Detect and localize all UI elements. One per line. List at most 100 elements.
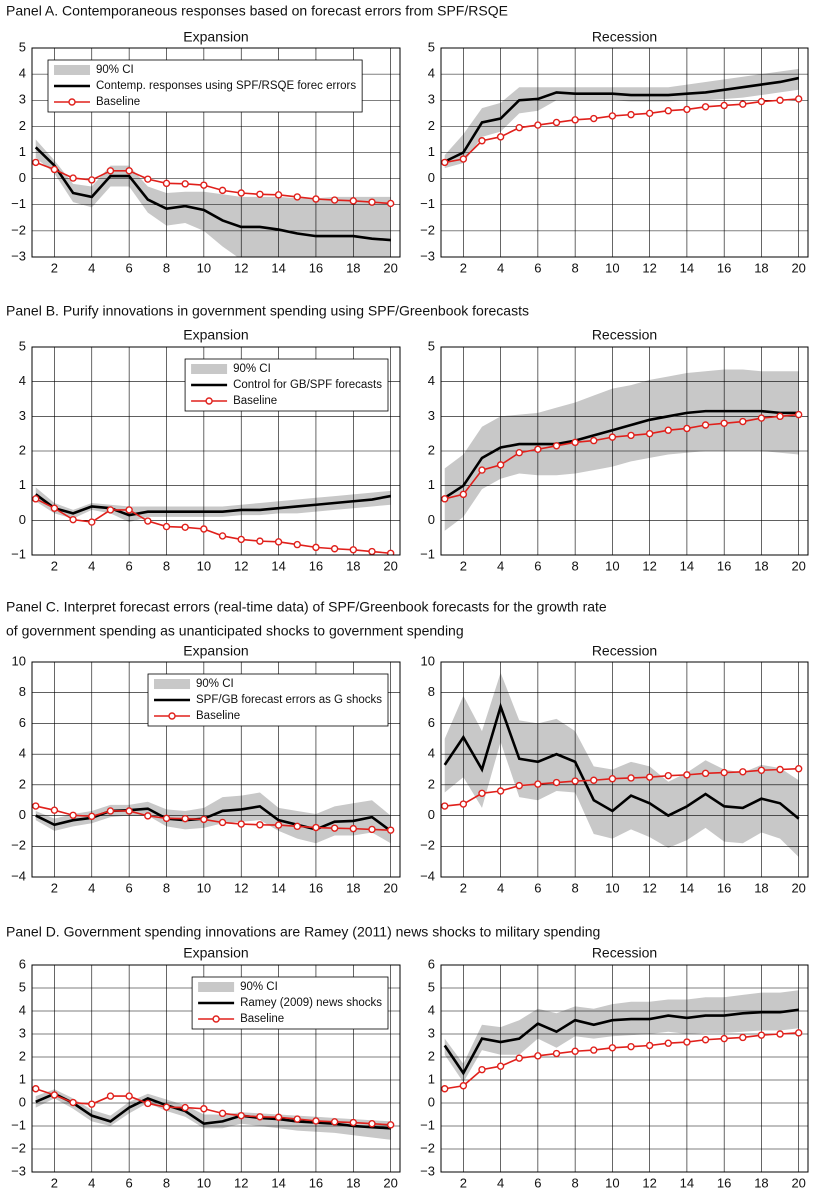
point: [627, 1042, 635, 1051]
point: [739, 1033, 747, 1042]
point: [218, 1109, 227, 1118]
legend: 90% CI Contemp. responses using SPF/RSQE …: [47, 59, 363, 113]
x-tick-label: 20: [383, 260, 397, 275]
y-tick-label: −1: [11, 546, 26, 561]
legend-box: [47, 59, 363, 113]
point: [552, 442, 561, 450]
axes-frame: [440, 47, 809, 258]
point: [757, 97, 766, 106]
plot-area: [441, 347, 808, 555]
y-tick-label: 5: [428, 39, 435, 54]
point: [664, 426, 672, 434]
point: [368, 198, 376, 206]
y-tick-label: 3: [19, 1025, 26, 1040]
series-line: [34, 493, 391, 517]
x-tick-label: 4: [497, 558, 504, 573]
point: [162, 814, 171, 823]
y-tick-label: 5: [19, 39, 26, 54]
point: [459, 155, 468, 163]
x-tick-label: 16: [717, 558, 731, 573]
point: [312, 543, 320, 552]
point: [608, 112, 617, 120]
legend-marker: [168, 712, 176, 720]
point: [534, 121, 542, 129]
x-tick-label: 14: [271, 1175, 285, 1190]
point: [293, 822, 301, 831]
y-tick-label: 0: [428, 807, 435, 822]
x-tick-label: 4: [88, 558, 95, 573]
chart-title: Recession: [592, 327, 657, 343]
legend-label: 90% CI: [96, 64, 134, 76]
point: [106, 167, 115, 175]
point: [386, 549, 395, 555]
y-tick-label: 4: [19, 746, 26, 761]
point: [218, 186, 227, 195]
panel-title: Panel C. Interpret forecast errors (real…: [6, 599, 607, 615]
point: [776, 412, 784, 421]
point: [794, 765, 803, 773]
point: [515, 449, 523, 457]
plot-area: [441, 48, 808, 257]
point: [218, 818, 227, 827]
point: [534, 780, 542, 788]
y-tick-label: 2: [428, 118, 435, 133]
point: [608, 1044, 617, 1052]
x-tick-label: 14: [680, 880, 694, 895]
x-tick-label: 10: [605, 880, 619, 895]
y-tick-label: −2: [420, 1140, 435, 1155]
y-tick-label: 6: [428, 715, 435, 730]
ci-band: [35, 139, 391, 257]
x-tick-label: 10: [197, 1175, 211, 1190]
x-tick-label: 6: [126, 1175, 133, 1190]
point: [757, 414, 766, 422]
y-tick-label: 3: [19, 408, 26, 423]
point: [515, 123, 523, 132]
point: [478, 789, 486, 798]
point: [627, 110, 635, 119]
point: [144, 1099, 152, 1108]
point: [144, 175, 152, 183]
y-tick-label: 3: [428, 408, 435, 423]
x-tick-label: 8: [163, 880, 170, 895]
point: [144, 517, 152, 525]
y-tick-label: −1: [420, 1117, 435, 1132]
point: [441, 158, 449, 167]
point: [125, 167, 133, 175]
y-tick-label: −2: [11, 222, 26, 237]
y-tick-label: −1: [11, 1117, 26, 1132]
point: [701, 421, 710, 429]
point: [571, 777, 579, 785]
point: [144, 812, 152, 820]
y-tick-label: −3: [11, 248, 26, 263]
point: [200, 815, 208, 824]
point: [162, 179, 171, 188]
point: [312, 1117, 320, 1125]
point: [50, 504, 59, 512]
point: [459, 1082, 468, 1090]
y-tick-label: 2: [19, 118, 26, 133]
y-tick-label: 1: [19, 144, 26, 159]
legend: 90% CI Ramey (2009) news shocks Baseline: [191, 976, 389, 1030]
point: [645, 1041, 654, 1050]
chart-title: Recession: [592, 29, 657, 45]
legend-label: 90% CI: [196, 678, 234, 690]
x-tick-label: 8: [163, 558, 170, 573]
y-tick-label: 2: [428, 1048, 435, 1063]
legend-label: Baseline: [196, 710, 240, 722]
legend-label: 90% CI: [233, 363, 271, 375]
x-tick-label: 4: [88, 880, 95, 895]
axes-frame: [440, 964, 809, 1173]
x-tick-label: 16: [717, 260, 731, 275]
legend-label: Contemp. responses using SPF/RSQE forec …: [96, 80, 356, 92]
point: [50, 806, 59, 814]
y-tick-label: 0: [19, 512, 26, 527]
point: [757, 1031, 766, 1039]
point: [256, 537, 264, 545]
x-tick-label: 12: [234, 260, 248, 275]
x-tick-label: 18: [346, 558, 360, 573]
point: [645, 429, 654, 438]
point: [701, 1036, 710, 1044]
point: [627, 431, 635, 440]
y-tick-label: −2: [420, 222, 435, 237]
panel-title: Panel A. Contemporaneous responses based…: [6, 3, 508, 19]
